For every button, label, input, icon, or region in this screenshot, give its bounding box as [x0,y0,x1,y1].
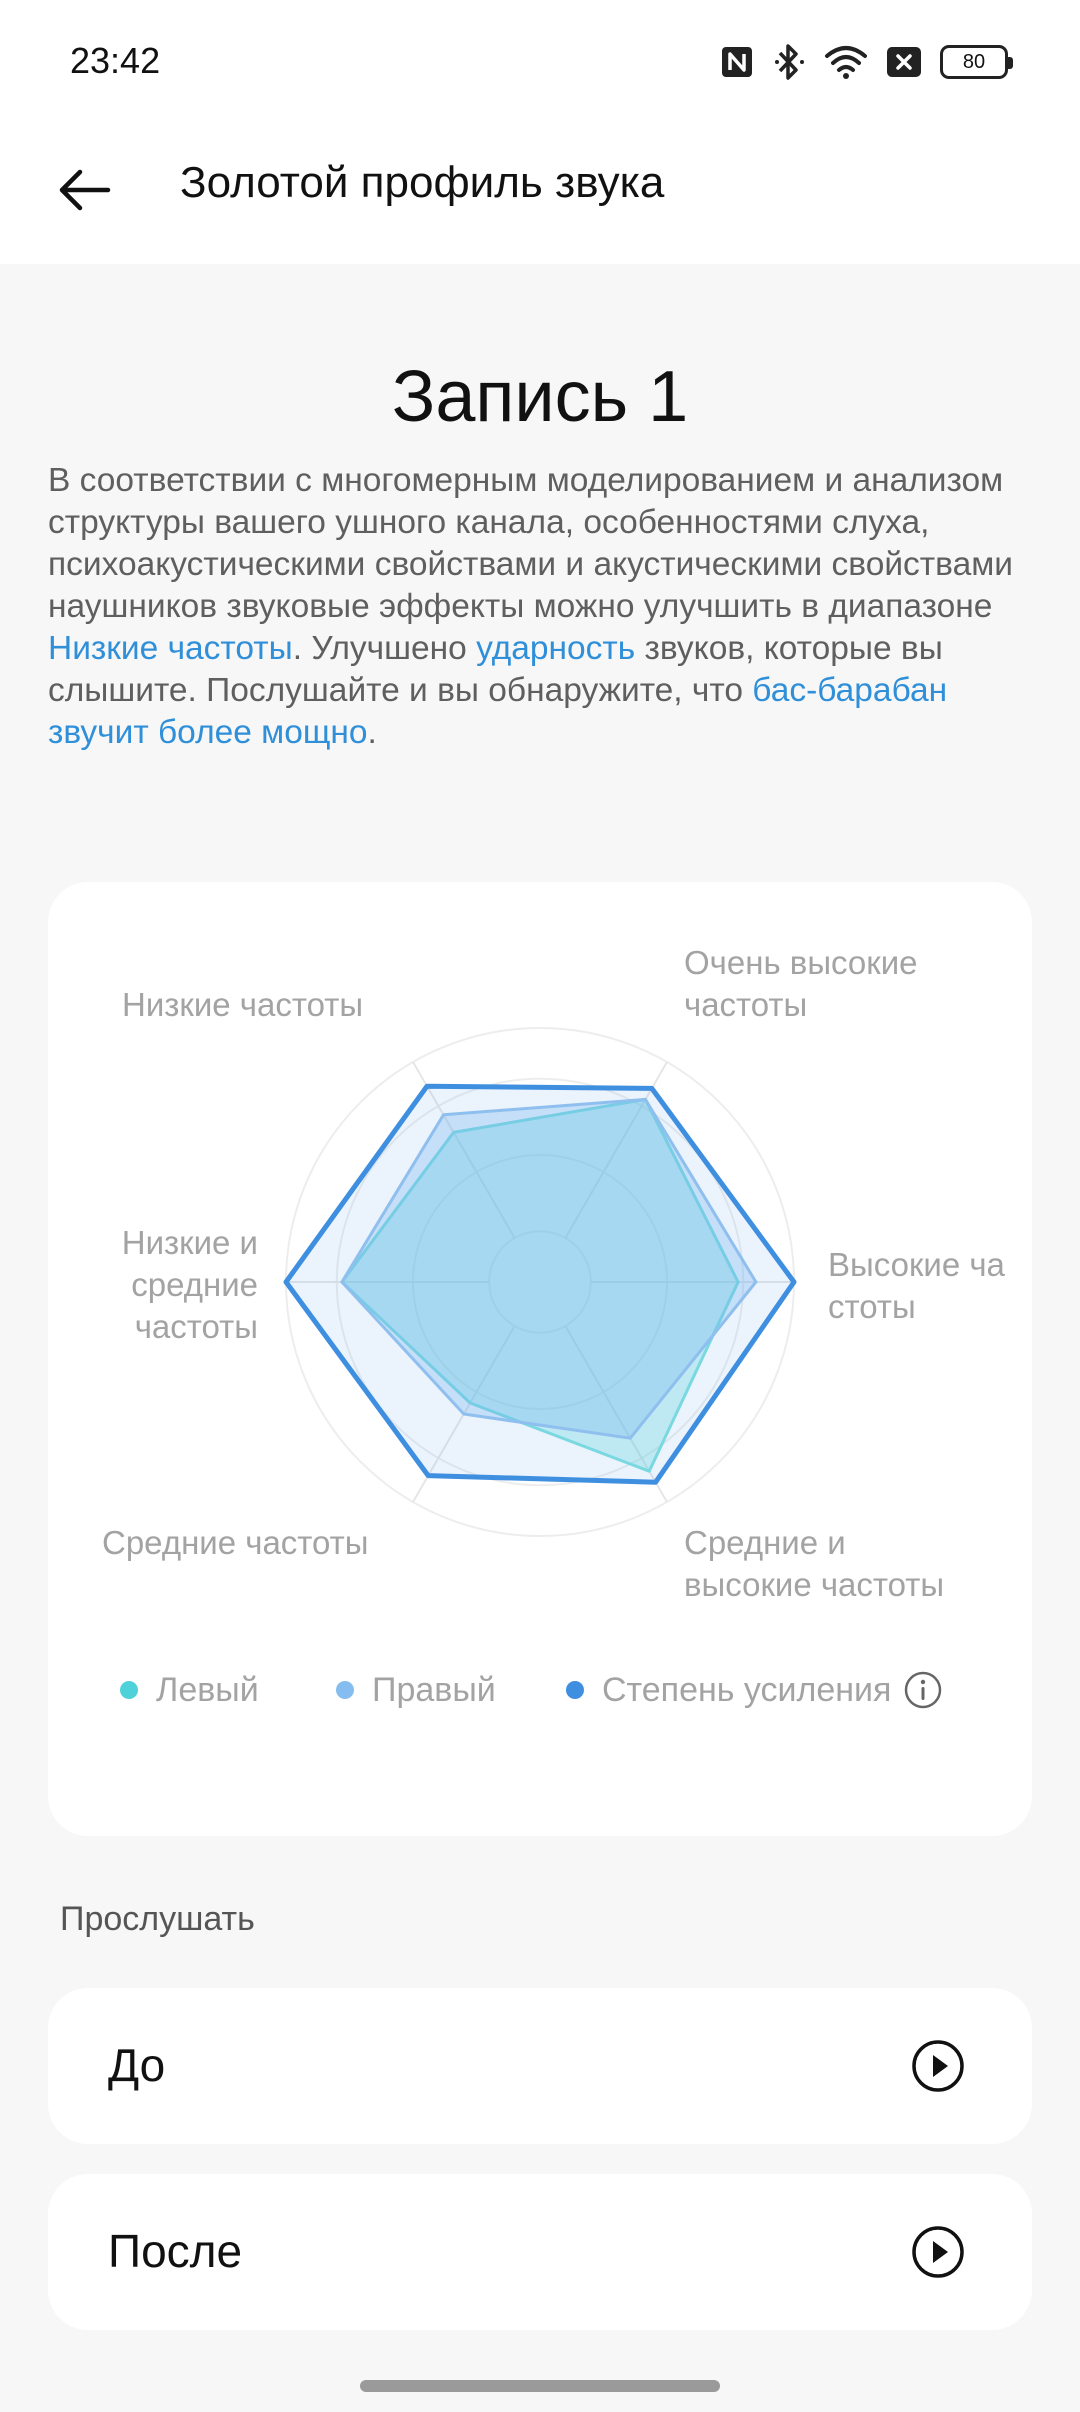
axis-label-line: частоты [684,986,808,1023]
listen-section-label: Прослушать [60,1900,255,1938]
axis-label-high: Высокие ча стоты [828,1244,1005,1328]
battery-indicator: 80 [940,45,1013,79]
app-bar: Золотой профиль звука [0,124,1080,264]
status-bar: 23:42 80 [0,0,1080,124]
listen-before-row[interactable]: До [48,1988,1032,2144]
axis-label-line: высокие частоты [684,1566,945,1603]
legend-dot-gain [566,1681,584,1699]
description-highlight-quality: ударность [476,630,636,667]
axis-label-mid: Средние частоты [102,1522,369,1564]
legend-label-gain: Степень усиления [602,1670,892,1709]
listen-after-label: После [108,2225,243,2277]
description-text: звуков, которые вы слышите. Послушайте и… [48,630,943,709]
bluetooth-icon [775,44,804,80]
description-text: . Улучшено [292,630,477,667]
axis-label-line: Средние частоты [102,1524,369,1561]
axis-label-line: Низкие частоты [122,986,364,1023]
description-text: . [367,714,377,751]
legend-label-right: Правый [372,1670,496,1709]
axis-label-line: частоты [134,1308,258,1345]
legend-item-left: Левый [120,1662,259,1718]
play-circle-icon[interactable] [908,2222,968,2282]
axis-label-line: Очень высокие [684,944,918,981]
legend-dot-left [120,1681,138,1699]
description-highlight-band: Низкие частоты [48,630,293,667]
axis-label-line: Средние и [684,1524,846,1561]
chart-legend: Левый Правый Степень усиления [48,1662,1032,1718]
wifi-icon [825,46,867,79]
arrow-left-icon [59,169,111,211]
record-title: Запись 1 [391,357,689,437]
axis-label-low: Низкие частоты [122,984,363,1026]
axis-label-mid-high: Средние и высокие частоты [684,1522,944,1606]
axis-label-line: средние [131,1266,258,1303]
grid-spoke [564,1325,668,1503]
listen-before-label: До [108,2039,166,2091]
axis-label-line: Низкие и [121,1224,258,1261]
radar-series-left [340,1097,740,1473]
description-highlight-effect: бас-барабан звучит более мощно [48,672,948,751]
profile-description: В соответствии с многомерным моделирован… [48,460,1038,754]
sim-blocked-icon [887,47,921,77]
back-button[interactable] [44,150,124,230]
nfc-icon [722,47,752,77]
legend-item-gain: Степень усиления [566,1662,943,1718]
radar-chart-card: Очень высокие частоты Низкие частоты Выс… [48,882,1032,1836]
axis-label-low-mid: Низкие и средние частоты [88,1222,258,1348]
legend-dot-right [336,1681,354,1699]
battery-level: 80 [962,50,986,73]
legend-label-left: Левый [156,1670,259,1709]
status-icons: 80 [720,40,1013,84]
description-text: В соответствии с многомерным моделирован… [48,462,1013,625]
legend-item-right: Правый [336,1662,496,1718]
grid-spoke [564,1061,668,1239]
radar-series-right [340,1097,758,1440]
axis-label-line: стоты [828,1288,916,1325]
status-time: 23:42 [70,40,161,81]
axis-label-very-high: Очень высокие частоты [684,942,918,1026]
info-icon[interactable] [903,1670,943,1710]
home-indicator[interactable] [360,2380,720,2392]
page-title: Золотой профиль звука [180,158,665,207]
grid-spoke [412,1061,516,1239]
radar-chart [283,1027,797,1537]
play-circle-icon[interactable] [908,2036,968,2096]
axis-label-line: Высокие ча [828,1246,1005,1283]
listen-after-row[interactable]: После [48,2174,1032,2330]
